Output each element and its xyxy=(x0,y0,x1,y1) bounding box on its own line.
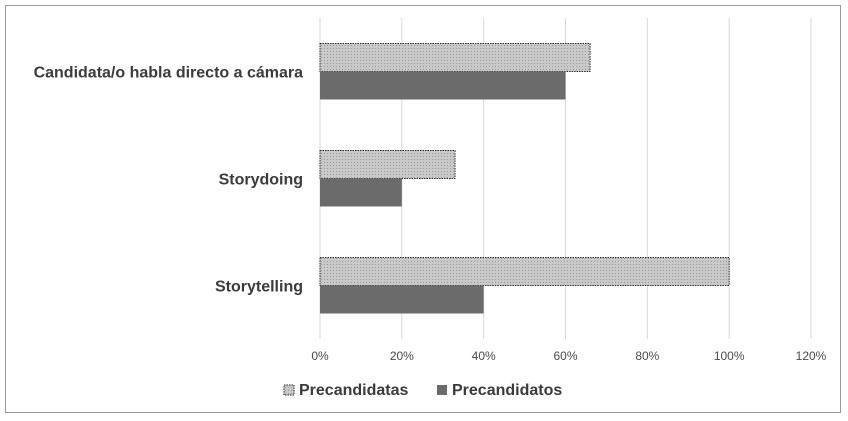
x-tick-label: 120% xyxy=(796,349,827,363)
legend-swatch xyxy=(437,385,447,395)
x-tick-label: 40% xyxy=(472,349,496,363)
bar-precandidatas xyxy=(319,150,456,179)
category-label: Storydoing xyxy=(219,172,303,189)
bar-precandidatas xyxy=(319,43,591,72)
x-tick-label: 0% xyxy=(311,349,329,363)
x-tick-label: 100% xyxy=(714,349,745,363)
category-labels: Candidata/o habla directo a cámara Storyd… xyxy=(34,65,304,296)
legend: Precandidatas Precandidatos xyxy=(283,382,562,399)
x-tick-label: 20% xyxy=(390,349,414,363)
x-tick-label: 80% xyxy=(635,349,659,363)
bar-precandidatos xyxy=(320,178,402,207)
category-label: Storytelling xyxy=(215,279,303,296)
bar-precandidatos xyxy=(320,285,484,314)
bars xyxy=(319,43,730,314)
bar-precandidatas xyxy=(319,257,730,286)
legend-swatch xyxy=(283,384,295,396)
x-tick-labels: 0% 20% 40% 60% 80% 100% 120% xyxy=(311,349,826,363)
category-label: Candidata/o habla directo a cámara xyxy=(34,65,304,82)
legend-label: Precandidatos xyxy=(452,382,562,399)
legend-label: Precandidatas xyxy=(299,382,408,399)
x-tick-label: 60% xyxy=(553,349,577,363)
bar-precandidatos xyxy=(320,71,566,100)
